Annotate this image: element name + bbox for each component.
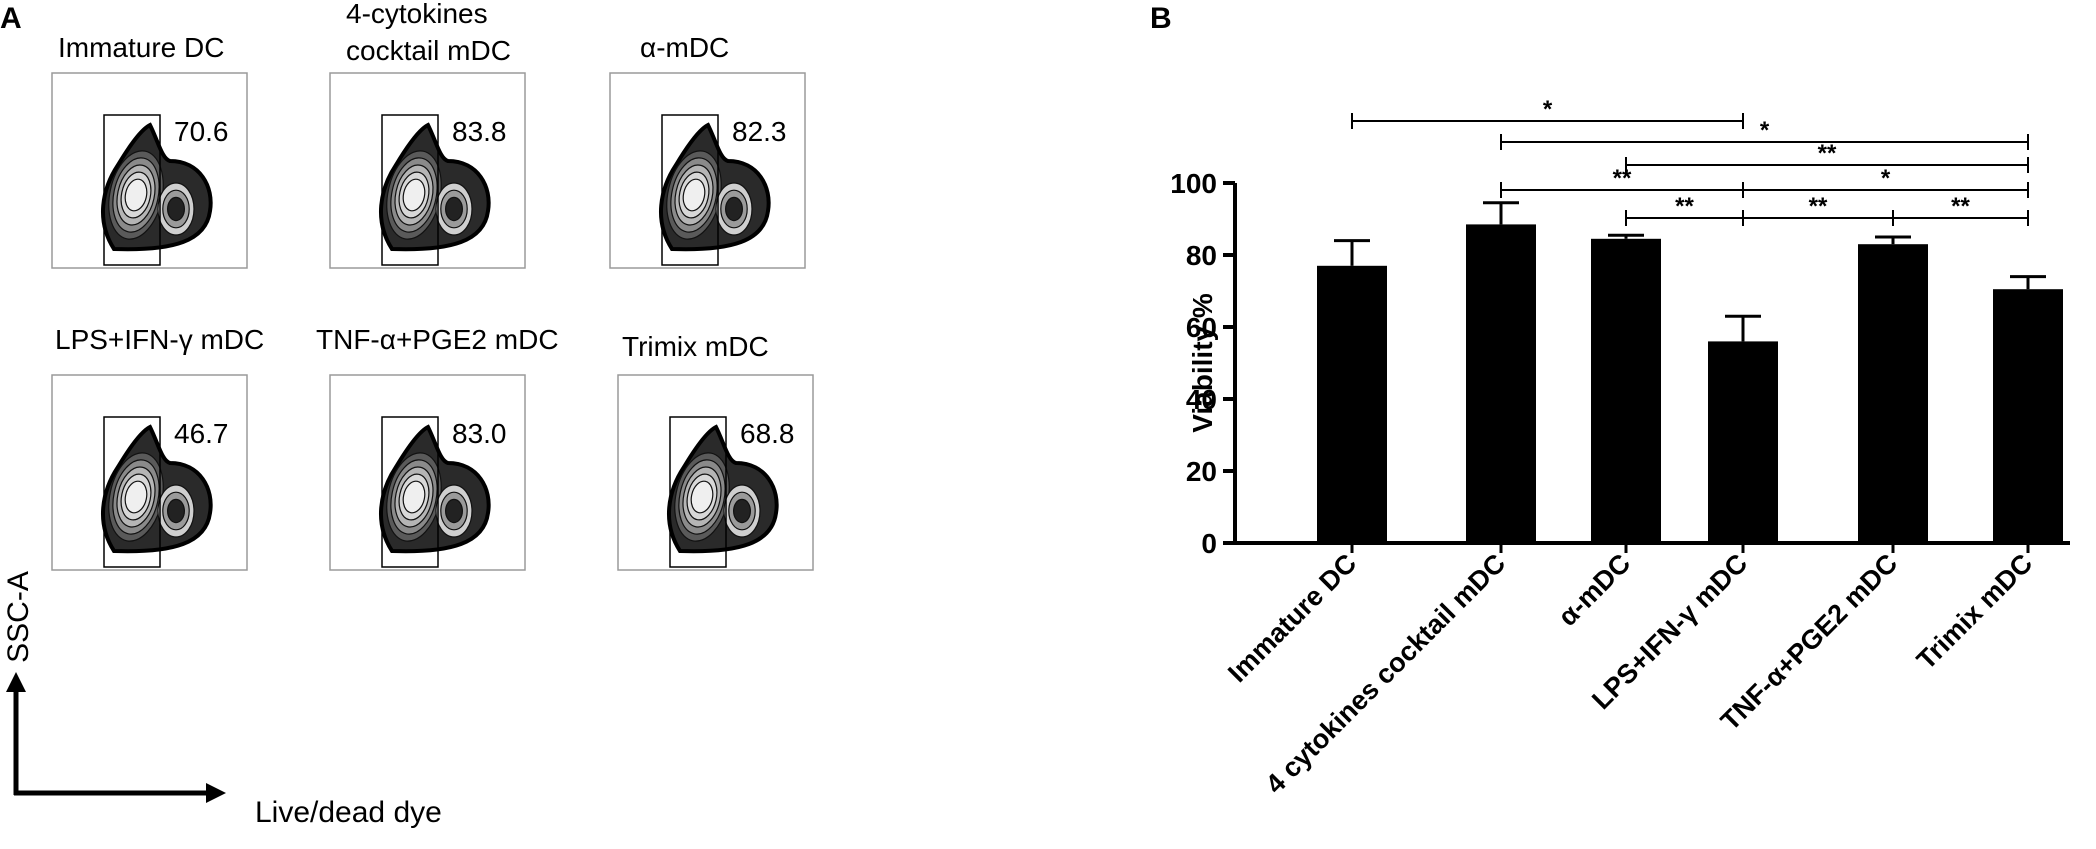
viability-bar-chart: 0 20 40 60 80 100 Viability % Immature DC4 cyto… <box>1170 96 2070 800</box>
gate-percentage: 70.6 <box>174 116 229 147</box>
live-dead-axis-label: Live/dead dye <box>255 796 442 829</box>
gate-rectangle <box>381 114 439 266</box>
flow-plot: LPS+IFN-γ mDC 46.7 <box>51 324 264 571</box>
bar <box>1708 341 1778 543</box>
y-tick-label: 80 <box>1186 240 1217 271</box>
y-tick-label: 0 <box>1201 528 1217 559</box>
gate-percentage: 46.7 <box>174 418 229 449</box>
flow-plot-title: LPS+IFN-γ mDC <box>55 324 264 355</box>
contour-population <box>667 424 779 554</box>
flow-plot: α-mDC 82.3 <box>609 32 806 269</box>
y-tick-label: 20 <box>1186 456 1217 487</box>
panel-a-label: A <box>0 2 22 35</box>
panel-b-label: B <box>1150 2 1172 35</box>
contour-population <box>101 122 213 252</box>
y-tick-label: 60 <box>1186 312 1217 343</box>
flow-plot-grid: Immature DC 70.6 4-cytokines cocktail mDC 83… <box>51 0 814 571</box>
gate-percentage: 83.8 <box>452 116 507 147</box>
bar <box>1466 224 1536 543</box>
flow-plot-title: α-mDC <box>640 32 729 63</box>
y-axis-label: Viability % <box>1187 293 1218 433</box>
y-arrow-head <box>6 672 26 692</box>
contour-population <box>101 424 213 554</box>
flow-plot-title: TNF-α+PGE2 mDC <box>316 324 559 355</box>
x-tick-label: 4 cytokines cocktail mDC <box>1260 548 1511 799</box>
gate-rectangle <box>103 114 161 266</box>
ssc-a-axis-label: SSC-A <box>2 571 35 663</box>
significance-label: ** <box>1951 193 1970 220</box>
axis-arrows <box>6 672 226 803</box>
gate-rectangle <box>669 416 727 568</box>
flow-plot: TNF-α+PGE2 mDC 83.0 <box>316 324 559 571</box>
x-tick-label: Immature DC <box>1222 548 1362 688</box>
significance-label: * <box>1760 117 1770 144</box>
gate-percentage: 82.3 <box>732 116 787 147</box>
gate-rectangle <box>661 114 719 266</box>
flow-plot-title: cocktail mDC <box>346 35 511 66</box>
bar <box>1993 289 2063 543</box>
flow-plot: 4-cytokines cocktail mDC 83.8 <box>329 0 526 269</box>
y-tick-label: 40 <box>1186 384 1217 415</box>
contour-population <box>659 122 771 252</box>
bar <box>1317 265 1387 543</box>
flow-plot-title: 4-cytokines <box>346 0 488 29</box>
flow-plot-title: Trimix mDC <box>622 331 769 362</box>
x-tick-label: Trimix mDC <box>1911 548 2038 675</box>
y-tick-label: 100 <box>1170 168 1217 199</box>
contour-population <box>379 424 491 554</box>
gate-percentage: 68.8 <box>740 418 795 449</box>
significance-label: * <box>1543 96 1553 123</box>
significance-label: ** <box>1809 193 1828 220</box>
bar <box>1858 244 1928 543</box>
gate-percentage: 83.0 <box>452 418 507 449</box>
contour-population <box>379 122 491 252</box>
significance-label: * <box>1881 165 1891 192</box>
significance-label: ** <box>1613 165 1632 192</box>
flow-plot-title: Immature DC <box>58 32 224 63</box>
significance-label: ** <box>1675 193 1694 220</box>
flow-plot: Immature DC 70.6 <box>51 32 248 269</box>
bar <box>1591 238 1661 544</box>
x-tick-label: α-mDC <box>1552 548 1636 632</box>
significance-label: ** <box>1818 140 1837 167</box>
flow-plot: Trimix mDC 68.8 <box>617 331 814 571</box>
gate-rectangle <box>103 416 161 568</box>
x-arrow-head <box>206 783 226 803</box>
gate-rectangle <box>381 416 439 568</box>
